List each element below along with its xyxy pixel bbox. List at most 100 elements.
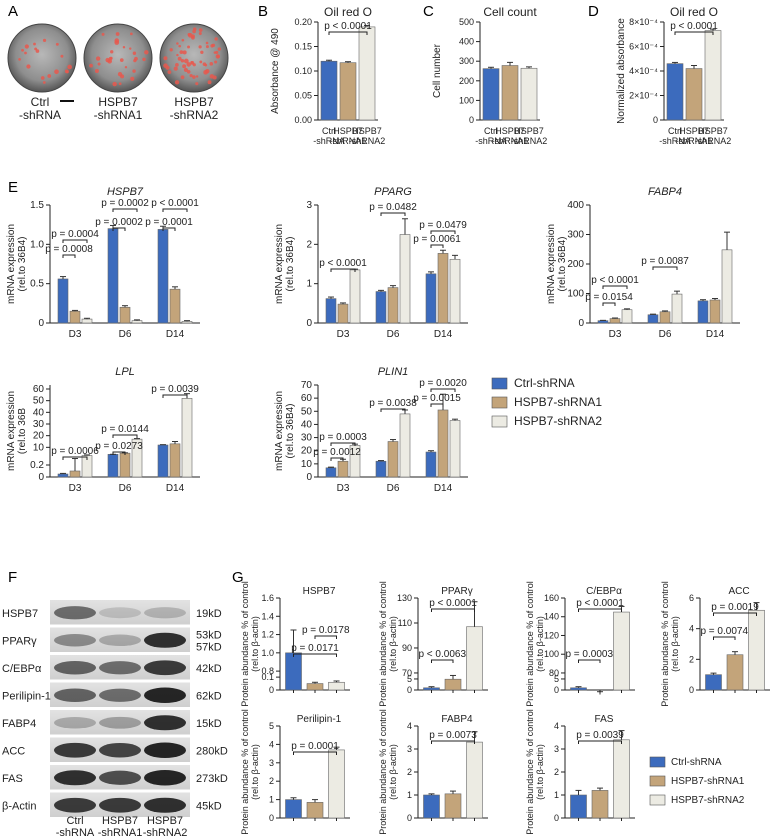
lipid-dot [55,42,59,46]
p-value-label: p = 0.0002 [95,217,143,228]
y-tick-label: 0 [407,685,412,695]
bar [69,310,81,324]
x-tick-label: D6 [119,329,132,340]
y-axis-title: Protein abundance % of control(rel.to β-… [660,581,680,707]
chart-title: Oil red O [670,5,718,19]
y-tick-label: 0 [269,685,274,695]
chart-G-CEBPa: C/EBPα Protein abundance % of control(rel… [525,581,635,707]
bar [157,444,169,478]
blot-kd-label-line: 57kD [196,641,222,653]
y-tick-label: 50 [301,406,313,417]
chart-title: C/EBPα [586,586,622,597]
p-value-label: p = 0.0039 [151,384,199,395]
blot-kd-label: 15kD [196,718,222,730]
chart-title: PPARG [374,186,412,198]
p-value-label: p = 0.0004 [51,229,99,240]
y-tick-label: 1.6 [261,593,274,603]
y-tick-label: 2 [554,767,559,777]
y-axis-title-line: mRNA expression [6,391,17,471]
lipid-dot [97,62,101,66]
chart-G-Perilipin1: Perilipin-1 Protein abundance % of contro… [240,709,350,835]
chart-title: HSPB7 [303,586,336,597]
blot-band [54,770,96,786]
lipid-dot [21,48,24,52]
p-value-label: p = 0.0073 [429,730,477,741]
lipid-dot [178,44,181,48]
lipid-dot [129,47,132,50]
x-tick-label-line: HSPB7 [698,126,728,136]
y-tick-label: 0 [306,472,312,483]
chart-E-PPARG: PPARG mRNA expression(rel.to 36B4) 0 1 2 3 D3 D… [274,186,468,340]
y-tick-label: 100 [544,649,559,659]
y-tick-label: 1.5 [30,200,44,211]
sig-bracket [330,268,356,272]
p-value-label: p < 0.0001 [429,598,477,609]
x-tick-label-line: Ctrl [484,126,498,136]
y-axis-title-line: mRNA expression [274,391,285,471]
lipid-dot [216,55,220,58]
sig-bracket [430,230,456,234]
y-tick-label: 70 [402,668,412,678]
x-tick-label: D14 [434,329,453,340]
legend-label: HSPB7-shRNA2 [514,414,602,428]
plate-label-line: -shRNA1 [94,108,143,122]
chart-E-HSPB7: HSPB7 mRNA expression(rel.to 36B4) 0 0.5 1.0… [6,186,200,340]
blot-protein-label: FABP4 [2,718,36,730]
y-tick-label: 40 [301,419,313,430]
p-value-label: p = 0.0038 [369,398,417,409]
lipid-dot [105,57,110,63]
y-tick-label: 1 [554,790,559,800]
lipid-dot [198,45,202,49]
y-axis-title: Absorbance @ 490 [270,28,281,114]
y-tick-label: 1.4 [261,611,274,621]
x-tick-label: HSPB7 -shRNA1 [330,126,367,146]
panel-label-g: G [232,569,244,586]
x-tick-label: HSPB7 -shRNA2 [695,126,732,146]
chart-E-PLIN1: PLIN1 mRNA expression(rel.to 36B4) 0 10 20 30… [274,366,468,494]
chart-G-HSPB7: HSPB7 Protein abundance % of control(rel.… [240,581,350,707]
lipid-dot [24,44,29,49]
x-tick-label: D3 [69,329,82,340]
lipid-dot [47,74,52,78]
lipid-dot [200,50,204,54]
sig-bracket [328,31,368,35]
bar [285,652,302,691]
x-tick-label-line: -shRNA2 [511,136,548,146]
chart-title: LPL [115,366,135,378]
y-tick-label: 40 [33,407,45,418]
y-tick-label: 4 [269,739,274,749]
p-value-label: p = 0.0001 [291,741,339,752]
bar [387,287,399,324]
bar [671,293,683,324]
chart-B: Oil red O Absorbance @ 490 0.00 0.05 0.10 0.1… [270,5,385,146]
lipid-dot [204,63,208,67]
lipid-dot [24,51,27,55]
sig-bracket [430,403,444,407]
sig-bracket [431,659,454,663]
y-axis-title-line: (rel.to β-actin) [535,616,545,672]
lipid-dot [101,32,105,36]
lipid-dot [177,56,182,61]
legend-swatch [649,775,666,787]
y-tick-label: 4×10⁻⁴ [629,66,658,76]
y-axis-title: mRNA expression(rel.to 36B [6,391,28,471]
y-axis-title-line: Protein abundance % of control [525,709,535,835]
blot-band [144,660,186,676]
p-value-label: p = 0.0074 [700,626,748,637]
p-value-label: p < 0.0063 [418,649,466,660]
y-tick-label: 20 [33,431,45,442]
p-value-label: p = 0.0171 [291,643,339,654]
blot-kd-label: 62kD [196,690,222,702]
chart-title: Cell count [483,5,537,19]
bar [81,318,93,324]
y-axis-title: Cell number [432,43,443,98]
y-axis-title-line: (rel.to 36B4) [285,403,296,458]
plate-label-line: -shRNA [19,108,61,122]
x-tick-label-line: HSPB7 [352,126,382,136]
bar [107,454,119,478]
blot-kd-label: 53kD 57kD [196,629,222,653]
lipid-dot [198,28,203,32]
blot-kd-label: 19kD [196,608,222,620]
blot-lane-label: Ctrl -shRNA [56,815,95,839]
p-value-label: p = 0.0273 [95,441,143,452]
